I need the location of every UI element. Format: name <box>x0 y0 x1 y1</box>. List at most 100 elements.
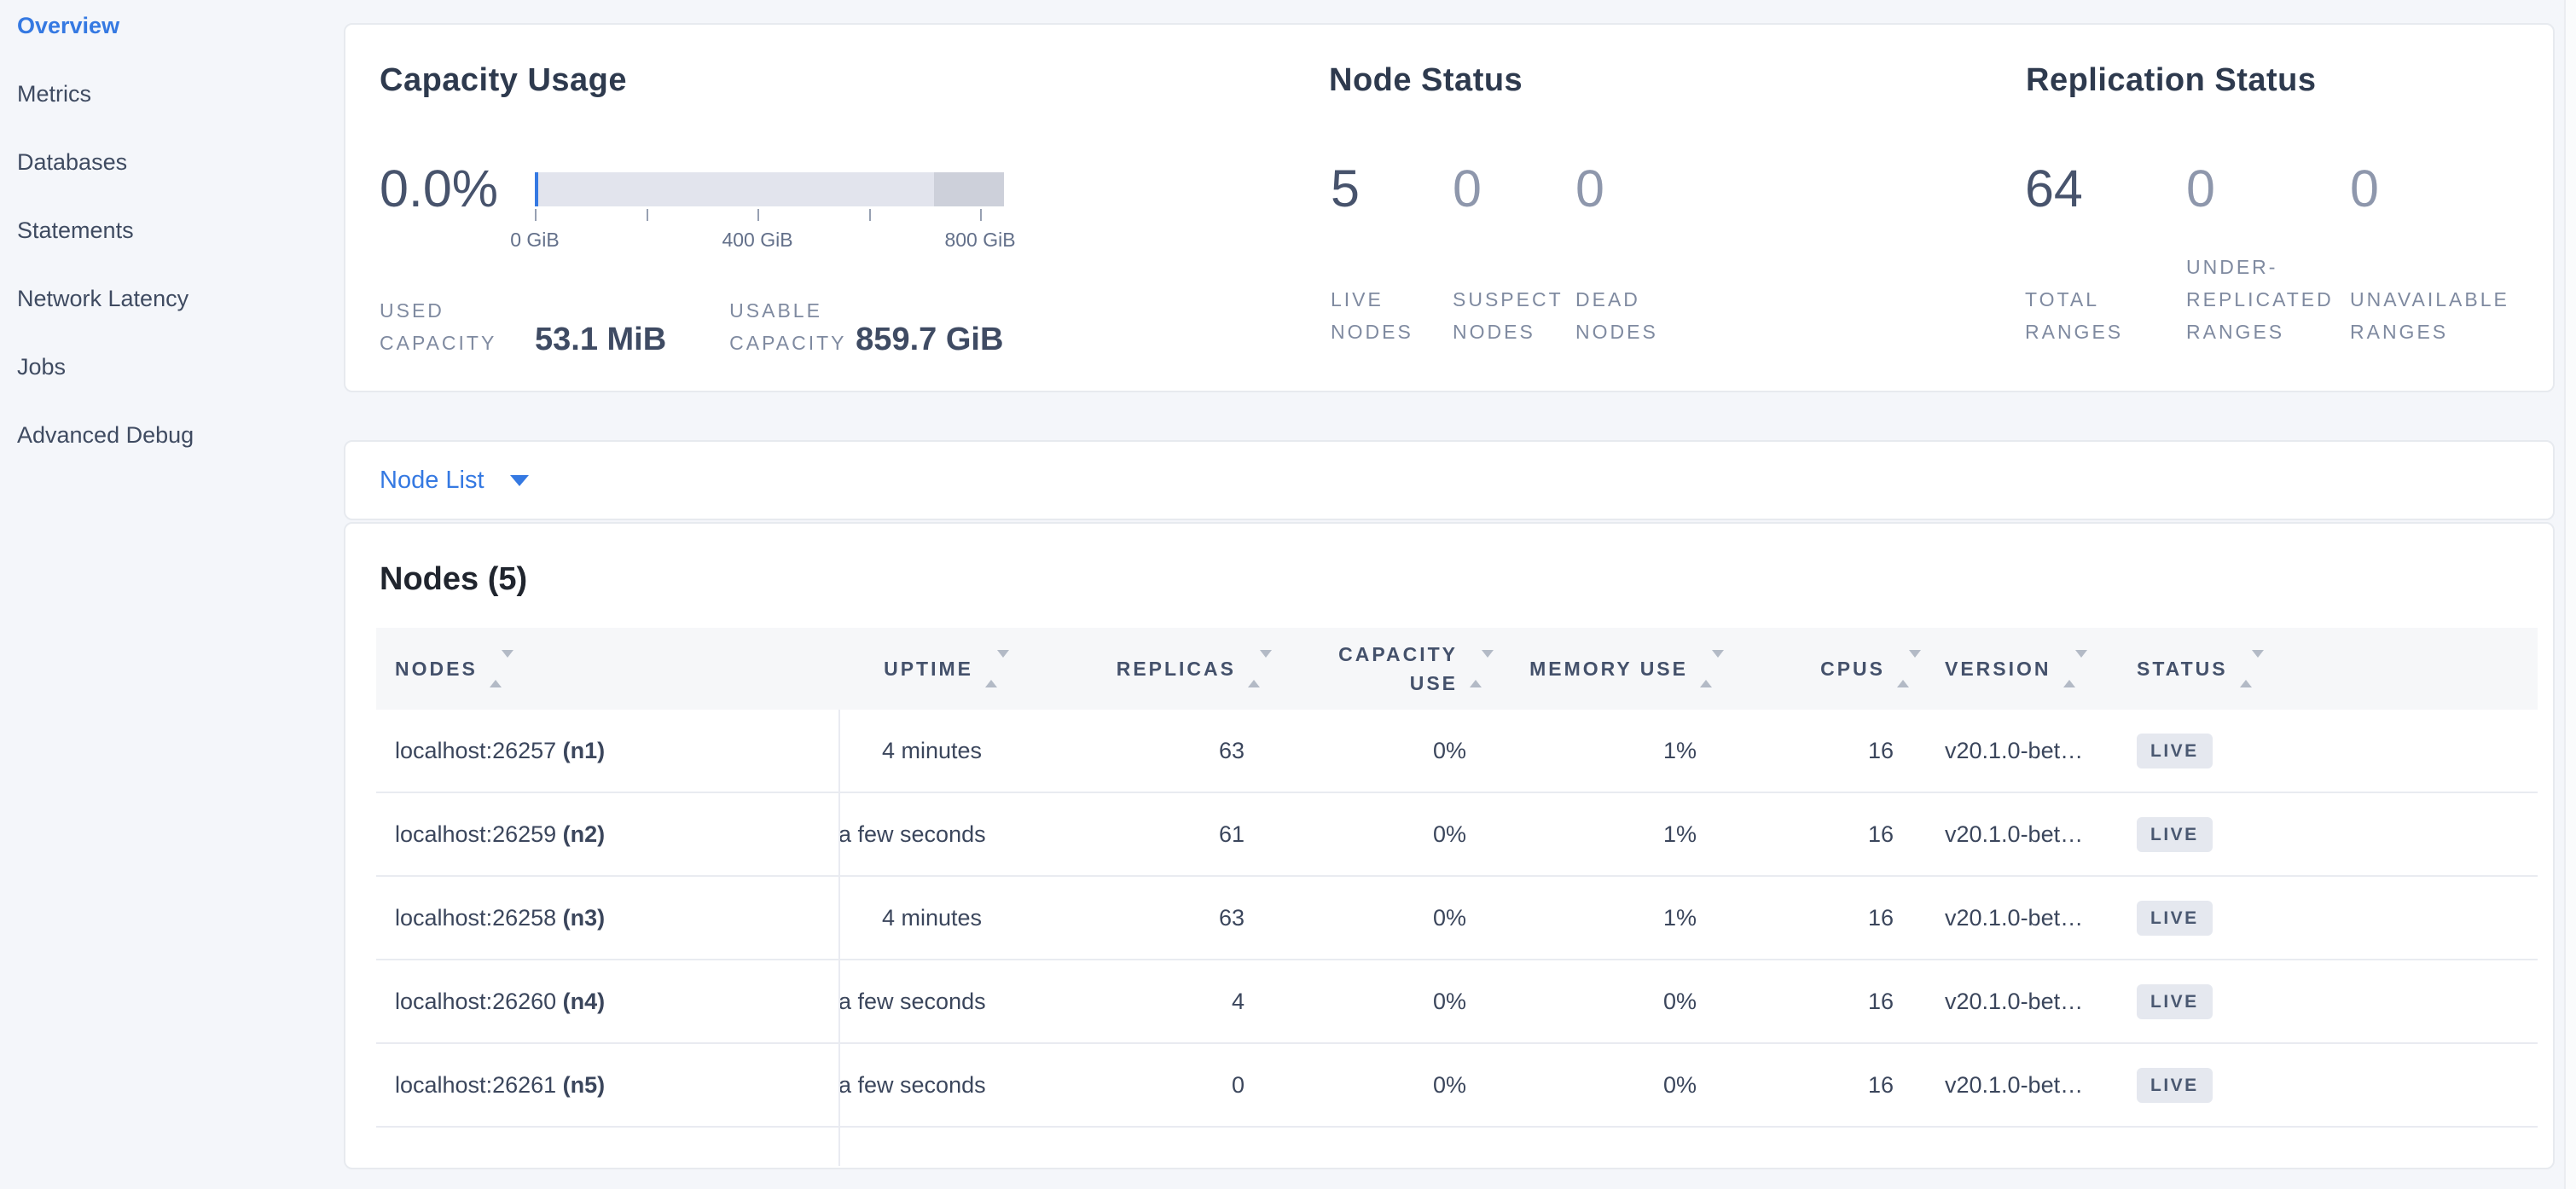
sort-up-arrow <box>1700 657 1712 687</box>
sort-down-arrow <box>1260 649 1272 680</box>
sort-up-arrow <box>489 657 502 687</box>
sidebar-item-statements[interactable]: Statements <box>17 217 134 243</box>
cpus-cell: 16 <box>1867 821 1894 847</box>
table-row-node-n5[interactable]: localhost:26261 (n5) a few seconds 0 0% 0% 16… <box>376 1044 2538 1128</box>
column-header-label: CPUS <box>1820 657 1885 680</box>
status-cell: LIVE <box>2133 1067 2538 1103</box>
memory-use-cell: 1% <box>1662 821 1697 847</box>
capacity-usage-bar <box>535 172 1004 206</box>
node-list-dropdown-label[interactable]: Node List <box>380 466 484 494</box>
sort-down-arrow <box>501 649 513 680</box>
sort-down-arrow <box>1712 649 1724 680</box>
usable-capacity-label: USABLE CAPACITY <box>729 299 847 354</box>
version-cell: v20.1.0-bet… <box>1945 737 2084 763</box>
replicas-cell: 4 <box>1231 988 1244 1014</box>
uptime-cell: a few seconds <box>838 821 986 847</box>
capacity-use-cell: 0% <box>1432 1071 1466 1098</box>
version-cell: v20.1.0-bet… <box>1945 821 2084 847</box>
column-header-uptime[interactable]: UPTIME <box>838 628 1012 710</box>
node-status-label: SUSPECT NODES <box>1453 288 1564 343</box>
sidebar-item-overview[interactable]: Overview <box>17 12 120 38</box>
sidebar-item-network-latency[interactable]: Network Latency <box>17 285 189 311</box>
node-address-cell: localhost:26257 (n1) <box>376 738 838 764</box>
status-cell: LIVE <box>2133 900 2538 936</box>
capacity-used-percent: 0.0% <box>380 160 499 218</box>
sort-up-arrow <box>2239 657 2252 687</box>
usable-capacity-value: 859.7 GiB <box>856 322 1004 358</box>
capacity-stats: USED CAPACITY 53.1 MiB USABLE CAPACITY 859.… <box>380 294 1034 359</box>
node-status-value: 5 <box>1331 160 1360 218</box>
sort-up-arrow <box>1470 657 1482 687</box>
nodes-table-title: Nodes (5) <box>380 561 528 597</box>
version-cell: v20.1.0-bet… <box>1945 904 2084 931</box>
sort-up-arrow <box>1897 657 1909 687</box>
uptime-cell: a few seconds <box>838 988 986 1014</box>
version-cell: v20.1.0-bet… <box>1945 1071 2084 1098</box>
column-header-replicas[interactable]: REPLICAS <box>1012 628 1275 710</box>
sort-down-arrow <box>1909 649 1921 680</box>
column-header-cpus[interactable]: CPUS <box>1727 628 1924 710</box>
uptime-cell: 4 minutes <box>881 737 982 763</box>
replicas-cell: 63 <box>1218 904 1244 931</box>
uptime-cell: a few seconds <box>838 1071 986 1098</box>
node-address-cell: localhost:26260 (n4) <box>376 989 838 1015</box>
axis-tick-label: 800 GiB <box>944 229 1016 251</box>
sidebar-item-advanced-debug[interactable]: Advanced Debug <box>17 421 194 448</box>
sort-down-arrow <box>2074 649 2087 680</box>
column-header-nodes[interactable]: NODES <box>376 628 838 710</box>
capacity-use-cell: 0% <box>1432 821 1466 847</box>
version-cell: v20.1.0-bet… <box>1945 988 2084 1014</box>
used-capacity-value: 53.1 MiB <box>535 322 667 358</box>
node-id: (n3) <box>562 904 606 931</box>
table-row-node-n1[interactable]: localhost:26257 (n1) 4 minutes 63 0% 1% 16 v20… <box>376 710 2538 793</box>
column-header-capacity-use[interactable]: CAPACITY USE <box>1275 628 1497 710</box>
sidebar: Overview Metrics Databases Statements Networ… <box>0 0 341 1189</box>
node-address-cell: localhost:26259 (n2) <box>376 821 838 848</box>
table-row-node-n3[interactable]: localhost:26258 (n3) 4 minutes 63 0% 1% 16 v20… <box>376 877 2538 960</box>
status-cell: LIVE <box>2133 733 2538 768</box>
sort-up-arrow <box>1248 657 1260 687</box>
column-header-label: STATUS <box>2137 657 2228 680</box>
cluster-summary-card: Capacity Usage 0.0% 0 GiB 400 GiB 800 GiB … <box>344 23 2555 392</box>
memory-use-cell: 0% <box>1662 988 1697 1014</box>
chevron-down-icon <box>509 474 529 486</box>
table-row-node-n2[interactable]: localhost:26259 (n2) a few seconds 61 0% 1% 1… <box>376 793 2538 877</box>
sidebar-item-databases[interactable]: Databases <box>17 148 128 175</box>
column-header-memory-use[interactable]: MEMORY USE <box>1497 628 1727 710</box>
node-list-selector[interactable]: Node List <box>344 440 2555 520</box>
node-address: localhost:26260 <box>395 988 563 1014</box>
sort-down-arrow <box>997 649 1009 680</box>
column-header-version[interactable]: VERSION <box>1924 628 2133 710</box>
node-id: (n5) <box>562 1071 606 1098</box>
node-address: localhost:26258 <box>395 904 563 931</box>
status-cell: LIVE <box>2133 816 2538 852</box>
nodes-column-divider <box>838 710 840 1166</box>
axis-tick-label: 400 GiB <box>722 229 793 251</box>
sidebar-item-metrics[interactable]: Metrics <box>17 80 91 107</box>
table-row-node-n4[interactable]: localhost:26260 (n4) a few seconds 4 0% 0% 16… <box>376 960 2538 1044</box>
vertical-scrollbar[interactable] <box>2564 0 2576 1189</box>
sort-icon <box>1248 649 1272 687</box>
node-status-label: LIVE NODES <box>1331 288 1413 343</box>
sort-icon <box>1897 649 1921 687</box>
status-cell: LIVE <box>2133 983 2538 1019</box>
node-address: localhost:26257 <box>395 737 563 763</box>
replicas-cell: 63 <box>1218 737 1244 763</box>
nodes-table: NODES UPTIME REPLICAS CAPACITY USE MEMORY US… <box>376 628 2538 1166</box>
memory-use-cell: 1% <box>1662 904 1697 931</box>
capacity-usage-title: Capacity Usage <box>380 62 628 98</box>
replication-value: 0 <box>2186 160 2215 218</box>
sort-icon <box>489 649 513 687</box>
sidebar-item-jobs[interactable]: Jobs <box>17 353 67 380</box>
node-id: (n1) <box>562 737 606 763</box>
status-badge: LIVE <box>2137 816 2213 852</box>
column-header-status[interactable]: STATUS <box>2133 628 2538 710</box>
replication-under-replicated-ranges: 0 UNDER-REPLICATED RANGES <box>2186 163 2348 348</box>
nodes-table-card: Nodes (5) NODES UPTIME REPLICAS CAPACITY US… <box>344 522 2555 1169</box>
node-address-cell: localhost:26261 (n5) <box>376 1072 838 1099</box>
column-header-label: UPTIME <box>884 657 973 680</box>
axis-tick <box>757 209 759 221</box>
sort-down-arrow <box>2251 649 2264 680</box>
sort-up-arrow <box>2063 657 2075 687</box>
axis-tick-label: 0 GiB <box>510 229 560 251</box>
